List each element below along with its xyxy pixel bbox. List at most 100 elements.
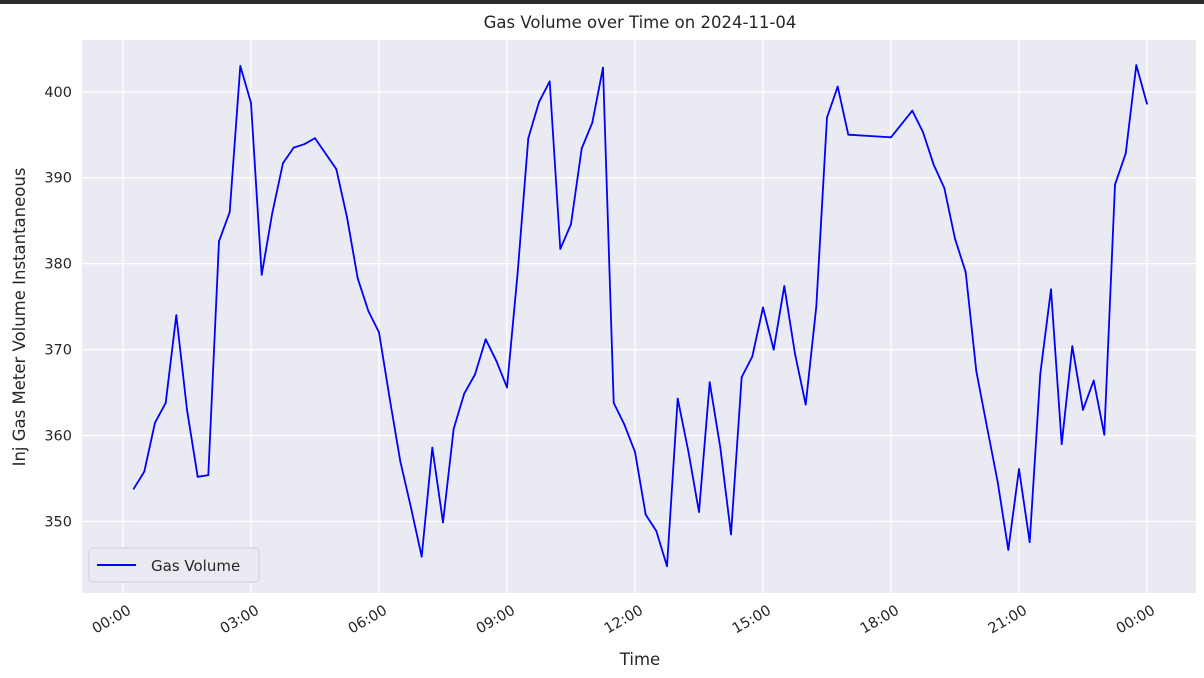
legend-label: Gas Volume [151,557,240,575]
data-point [154,421,156,424]
data-point [964,271,967,274]
y-tick-label: 380 [44,257,72,273]
data-point [687,450,690,452]
data-point [751,355,754,358]
data-point [612,402,615,404]
x-tick-label: 18:00 [858,603,902,638]
y-tick-labels: 350 360 370 380 390 400 [44,85,72,531]
data-point [996,481,999,483]
data-point [410,506,412,509]
x-tick-label: 00:00 [1114,603,1158,638]
data-point [1050,288,1052,291]
data-point [975,370,978,372]
data-point [474,373,476,376]
data-point [399,460,402,463]
data-point [527,137,530,140]
data-point [602,66,604,69]
x-axis-label: Time [619,650,660,669]
data-point [484,338,487,341]
data-point [826,116,828,119]
y-tick-label: 390 [44,171,72,187]
data-point [420,555,423,558]
data-point [143,470,146,473]
data-point [303,143,306,146]
data-point [1103,433,1106,436]
data-point [239,65,242,67]
data-point [1146,102,1148,105]
data-point [1060,443,1063,445]
data-point [783,285,786,287]
data-point [314,137,316,140]
data-point [794,353,796,355]
data-point [559,248,562,250]
data-point [388,397,391,400]
data-point [890,136,892,139]
data-point [506,386,508,389]
x-gridlines [122,40,1148,593]
data-point [730,533,732,536]
legend-box [88,547,260,583]
data-point [986,426,988,428]
data-point [591,121,594,124]
data-point [442,521,444,524]
data-point [538,101,540,103]
data-point [356,277,359,280]
x-tick-label: 12:00 [602,603,646,638]
data-point [164,402,167,404]
x-tick-label: 15:00 [730,603,774,638]
y-tick-label: 350 [44,515,72,531]
x-tick-label: 09:00 [474,603,518,638]
data-point [1124,152,1127,155]
data-point [1039,372,1042,375]
data-point [452,427,455,430]
y-tick-label: 400 [44,85,72,101]
data-point [911,109,914,112]
data-point [207,474,210,476]
data-point [922,131,924,134]
data-point [1007,549,1010,551]
data-point [367,310,370,312]
data-point [772,348,775,351]
data-point [335,168,338,171]
data-point [346,216,348,219]
data-point [1071,345,1074,348]
data-point [762,306,764,309]
data-point [644,513,647,516]
x-tick-label: 03:00 [218,603,262,638]
data-point [1082,408,1084,411]
data-point [431,446,434,449]
data-point [815,305,818,308]
data-point [495,359,498,362]
data-point [740,376,743,378]
data-point [708,381,711,384]
y-tick-label: 360 [44,429,72,445]
data-point [1114,183,1116,186]
window-top-border [0,0,1204,4]
data-point [836,85,839,88]
data-point [282,162,284,165]
x-tick-labels: 00:00 03:00 06:00 09:00 12:00 15:00 18:00 21:00… [90,603,1158,638]
data-point [228,211,231,214]
x-tick-label: 06:00 [346,603,390,638]
data-point [378,331,380,334]
data-point [580,147,583,150]
data-point [218,240,220,243]
data-point [676,397,679,400]
data-point [463,392,466,395]
data-point [516,271,519,274]
x-tick-label: 21:00 [986,603,1030,638]
chart-title: Gas Volume over Time on 2024-11-04 [484,13,797,32]
data-point [719,446,722,449]
data-point [954,237,956,240]
y-axis-label: Inj Gas Meter Volume Instantaneous [10,168,29,467]
y-gridlines [82,91,1196,523]
data-point [292,146,295,149]
data-point [932,163,935,166]
data-point [847,133,850,136]
data-point [655,530,658,532]
data-point [634,451,636,453]
data-point [804,403,807,406]
y-tick-label: 370 [44,343,72,359]
data-point [132,487,135,490]
